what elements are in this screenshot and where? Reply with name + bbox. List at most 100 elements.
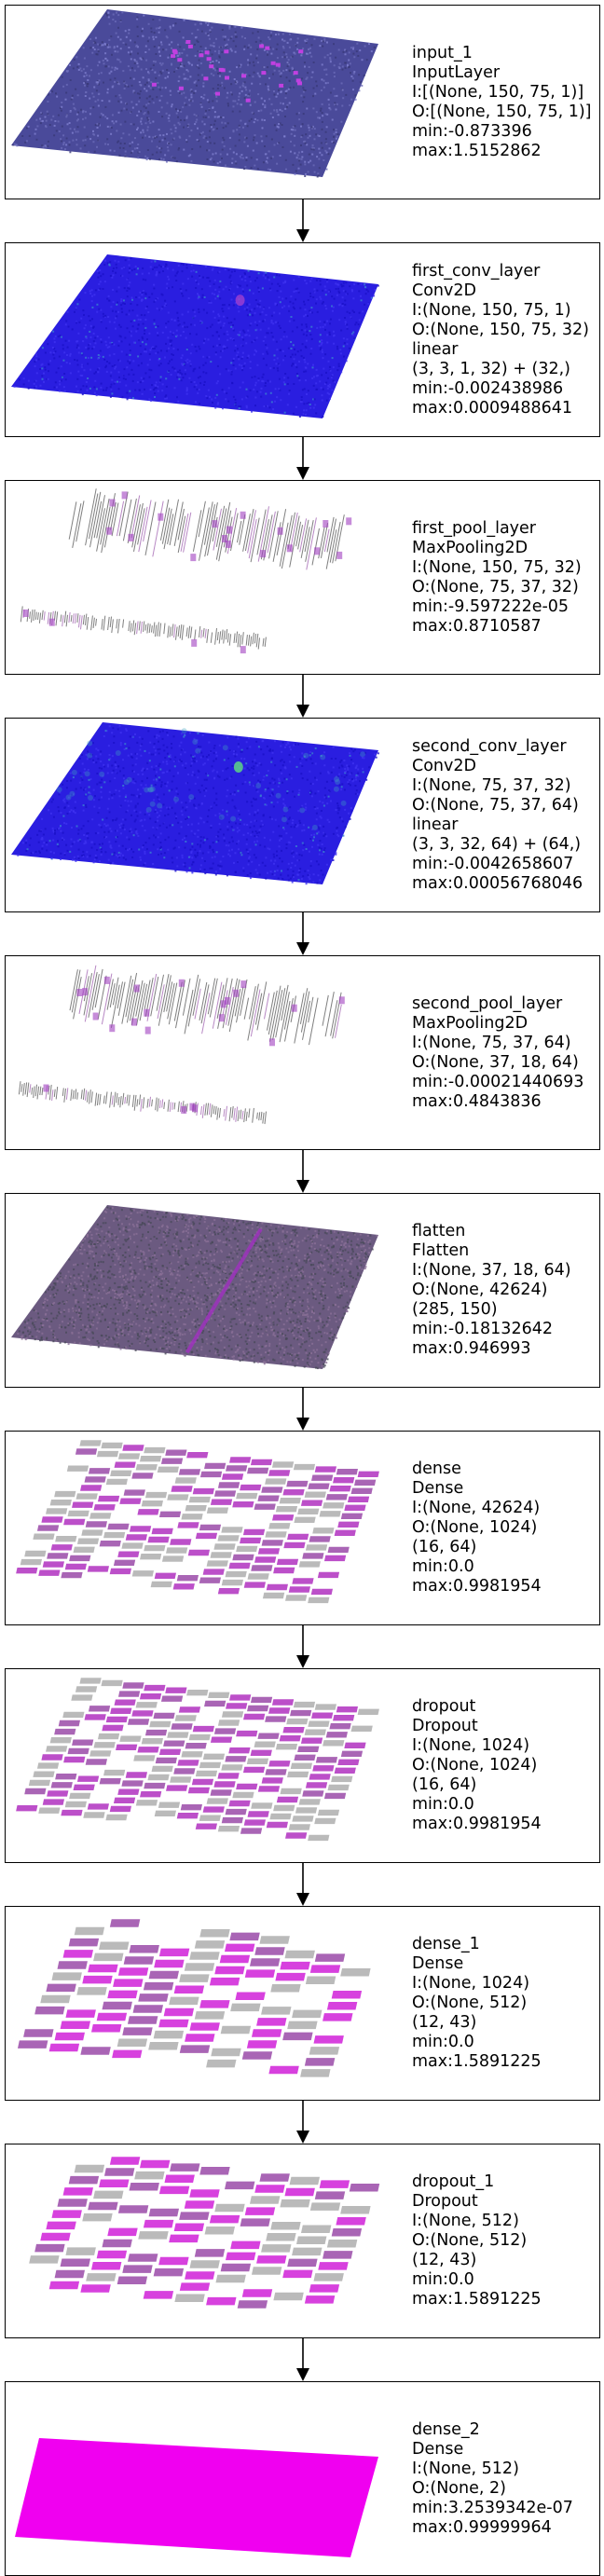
layer-info-line: dense (412, 1459, 461, 1478)
layer-info-line: (16, 64) (412, 1538, 477, 1556)
activation-map-input-1 (11, 9, 378, 178)
activation-map-dense (16, 1440, 379, 1604)
flow-arrow (289, 1625, 317, 1668)
activation-visualization-dense-2 (9, 2386, 388, 2571)
layer-info-line: Dense (412, 1954, 464, 1973)
activation-map-second-conv-layer (11, 722, 379, 885)
layer-info-line: linear (412, 339, 459, 359)
layer-info-line: O:(None, 1024) (412, 1518, 538, 1537)
layer-info-line: max:0.946993 (412, 1339, 531, 1358)
layer-box-dropout-1: dropout_1 Dropout I:(None, 512) O:(None, 51… (5, 2144, 600, 2338)
layer-info-line: I:(None, 75, 37, 64) (412, 1033, 571, 1052)
layer-info-line: dense_2 (412, 2419, 480, 2439)
activation-visualization-first-conv-layer (9, 247, 388, 432)
activation-visualization-dense (9, 1435, 388, 1621)
layer-info-line: first_conv_layer (412, 261, 541, 281)
layer-info-line: (12, 43) (412, 2013, 477, 2032)
layer-info-line: dropout_1 (412, 2172, 495, 2191)
layer-info-line: max:0.9981954 (412, 1577, 542, 1596)
layer-info-line: max:0.9981954 (412, 1815, 542, 1833)
layer-info-line: max:0.4843836 (412, 1091, 542, 1111)
layer-info-line: O:(None, 42624) (412, 1281, 548, 1299)
layer-info: second_conv_layer Conv2D I:(None, 75, 37, … (412, 719, 583, 911)
layer-info-line: (3, 3, 32, 64) + (64,) (412, 834, 582, 854)
activation-map-dropout (16, 1678, 379, 1842)
layer-info-line: Dropout (412, 2192, 478, 2211)
layer-info-line: dense_1 (412, 1935, 480, 1953)
layer-box-dropout: dropout Dropout I:(None, 1024) O:(None, 102… (5, 1668, 600, 1863)
layer-info-line: O:(None, 1024) (412, 1756, 538, 1774)
activation-visualization-second-conv-layer (9, 722, 388, 908)
layer-info: input_1 InputLayer I:[(None, 150, 75, 1)] O… (412, 6, 592, 199)
layer-info-line: input_1 (412, 43, 473, 62)
layer-info-line: (12, 43) (412, 2251, 477, 2269)
layer-info-line: max:0.00056768046 (412, 873, 583, 893)
layer-info: flatten Flatten I:(None, 37, 18, 64) O:(Non… (412, 1194, 571, 1387)
layer-info-line: min:0.0 (412, 1557, 474, 1576)
layer-info-line: I:[(None, 150, 75, 1)] (412, 82, 584, 102)
flow-arrow (289, 2338, 317, 2381)
layer-box-dense-1: dense_1 Dense I:(None, 1024) O:(None, 512)(… (5, 1906, 600, 2101)
activation-map-second-pool-layer (18, 965, 345, 1125)
layer-info-line: MaxPooling2D (412, 538, 528, 557)
layer-info-line: I:(None, 512) (412, 2459, 519, 2478)
layer-info-line: I:(None, 150, 75, 32) (412, 557, 582, 577)
layer-box-second-pool-layer: second_pool_layer MaxPooling2D I:(None, 75… (5, 955, 600, 1150)
layer-box-second-conv-layer: second_conv_layer Conv2D I:(None, 75, 37, … (5, 718, 600, 912)
flow-arrow (289, 437, 317, 480)
layer-info-line: (3, 3, 1, 32) + (32,) (412, 359, 570, 378)
layer-info: first_pool_layer MaxPooling2D I:(None, 150… (412, 481, 582, 674)
activation-visualization-second-pool-layer (9, 960, 388, 1145)
layer-info-line: first_pool_layer (412, 518, 536, 538)
layer-info: dropout_1 Dropout I:(None, 512) O:(None, 51… (412, 2144, 542, 2337)
layer-info-line: max:0.0009488641 (412, 398, 573, 418)
layer-info-line: min:-0.873396 (412, 121, 532, 141)
layer-info-line: min:0.0 (412, 2033, 474, 2051)
layer-box-first-pool-layer: first_pool_layer MaxPooling2D I:(None, 150… (5, 480, 600, 675)
layer-info-line: I:(None, 42624) (412, 1499, 541, 1517)
activation-visualization-dense-1 (9, 1911, 388, 2096)
layer-info-line: O:(None, 512) (412, 1994, 528, 2012)
layer-info-line: Dense (412, 1479, 464, 1498)
activation-visualization-flatten (9, 1198, 388, 1383)
layer-info-line: I:(None, 37, 18, 64) (412, 1261, 571, 1280)
layer-info-line: O:(None, 512) (412, 2231, 528, 2250)
layer-info-line: I:(None, 1024) (412, 1736, 530, 1755)
layer-info-line: second_pool_layer (412, 993, 563, 1013)
layer-box-input-1: input_1 InputLayer I:[(None, 150, 75, 1)] O… (5, 5, 600, 199)
activation-map-dropout-1 (29, 2157, 380, 2309)
layer-info-line: O:(None, 75, 37, 32) (412, 577, 579, 596)
layer-info: dense_1 Dense I:(None, 1024) O:(None, 512)(… (412, 1907, 542, 2100)
layer-info-line: InputLayer (412, 62, 501, 82)
layer-info-line: min:-0.18132642 (412, 1320, 553, 1338)
activation-map-first-conv-layer (11, 254, 379, 418)
layer-info-line: Conv2D (412, 756, 476, 775)
layer-info-line: max:0.8710587 (412, 616, 542, 636)
activation-map-dense-2 (15, 2438, 378, 2557)
layer-info-line: O:(None, 150, 75, 32) (412, 320, 589, 339)
flow-arrow (289, 912, 317, 955)
layer-info-line: (16, 64) (412, 1775, 477, 1794)
layer-info-line: min:-9.597222e-05 (412, 596, 570, 616)
layer-info-line: (285, 150) (412, 1300, 498, 1319)
layer-info-line: min:0.0 (412, 2270, 474, 2289)
layer-info-line: min:0.0 (412, 1795, 474, 1814)
layer-info: second_pool_layer MaxPooling2D I:(None, 75… (412, 956, 583, 1149)
layer-info-line: Dropout (412, 1717, 478, 1735)
activation-map-flatten (11, 1205, 378, 1370)
layer-info-line: I:(None, 1024) (412, 1974, 530, 1993)
layer-info: dropout Dropout I:(None, 1024) O:(None, 102… (412, 1669, 542, 1862)
layer-info-line: max:1.5891225 (412, 2052, 542, 2071)
layer-info-line: dropout (412, 1697, 476, 1716)
layer-info-line: min:-0.002438986 (412, 378, 564, 398)
layer-info-line: O:[(None, 150, 75, 1)] (412, 102, 592, 121)
layer-info-line: O:(None, 2) (412, 2478, 506, 2498)
layer-info-line: min:3.2539342e-07 (412, 2498, 573, 2517)
activation-visualization-dropout-1 (9, 2148, 388, 2334)
flow-arrow (289, 1388, 317, 1431)
activation-visualization-dropout (9, 1673, 388, 1858)
layer-info-line: I:(None, 150, 75, 1) (412, 300, 571, 320)
layer-info-line: flatten (412, 1222, 466, 1240)
layer-box-flatten: flatten Flatten I:(None, 37, 18, 64) O:(Non… (5, 1193, 600, 1388)
activation-map-dense-1 (17, 1919, 371, 2077)
